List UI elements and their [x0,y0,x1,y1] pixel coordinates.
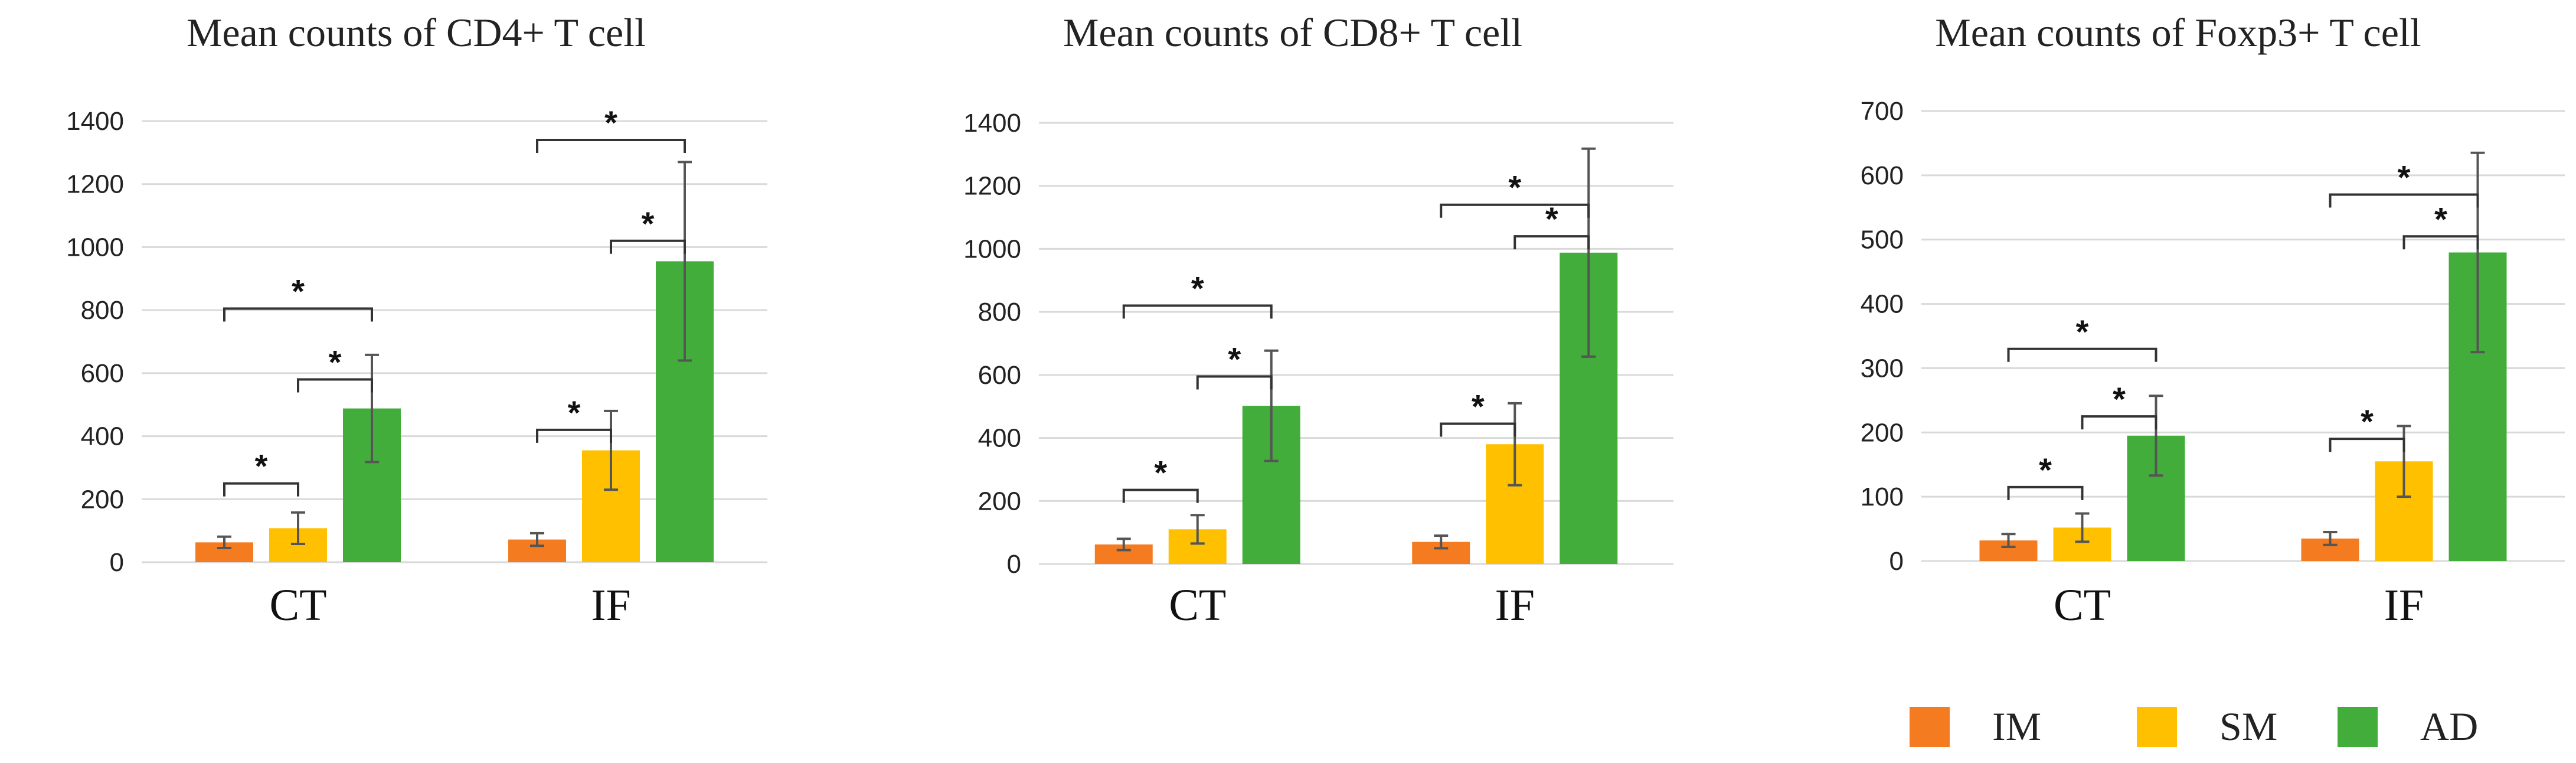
chart-title: Mean counts of CD8+ T cell [1063,10,1522,55]
significance-bracket [536,428,612,443]
significance-label: * [1545,200,1558,237]
y-tick-label: 600 [1861,161,1904,190]
legend-label: IM [1992,704,2041,749]
y-tick-label: 1400 [963,109,1021,138]
significance-bracket [536,139,686,154]
y-tick-label: 600 [978,361,1021,390]
significance-label: * [255,448,268,485]
y-tick-label: 200 [81,485,124,514]
category-label: CT [269,581,326,630]
significance-label: * [292,272,305,309]
significance-bracket [2329,438,2405,452]
significance-bracket [1513,235,1590,250]
y-tick-label: 400 [978,424,1021,453]
significance-label: * [2398,159,2411,196]
chart-cd4: Mean counts of CD4+ T cell 0 200 400 600 800 1… [66,10,767,630]
significance-label: * [604,104,617,141]
y-tick-label: 0 [1889,547,1904,576]
significance-bracket [1122,304,1273,319]
significance-label: * [2113,380,2126,418]
significance-bracket [223,482,299,497]
y-tick-label: 200 [978,487,1021,516]
legend-label: AD [2420,704,2478,749]
significance-bracket [2081,415,2157,430]
category-label: IF [591,581,631,630]
significance-bracket [1440,422,1516,437]
y-tick-label: 400 [81,422,124,451]
y-tick-label: 1400 [66,107,124,136]
significance-label: * [1191,269,1204,306]
y-tick-label: 100 [1861,482,1904,511]
significance-bracket [223,307,373,322]
legend-swatch-im [1910,707,1950,747]
significance-bracket [1440,203,1590,218]
category-label: IF [1495,581,1535,630]
significance-bracket [1196,375,1273,390]
y-tick-label: 800 [81,296,124,325]
significance-label: * [2434,200,2447,237]
y-tick-label: 1200 [66,170,124,199]
significance-bracket [2007,485,2084,500]
y-tick-label: 500 [1861,226,1904,255]
y-tick-label: 1000 [963,234,1021,263]
significance-label: * [2039,451,2052,488]
significance-label: * [642,205,655,242]
significance-label: * [2076,313,2089,350]
significance-bracket [2329,193,2479,208]
chart-cd8: Mean counts of CD8+ T cell 0 200 400 600 800 1… [963,10,1673,630]
y-tick-label: 400 [1861,290,1904,319]
significance-label: * [1472,388,1485,425]
category-label: CT [2054,581,2111,630]
significance-bracket [2007,347,2157,362]
chart-title: Mean counts of Foxp3+ T cell [1935,10,2421,55]
legend-label: SM [2219,704,2277,749]
y-tick-label: 1000 [66,233,124,262]
significance-label: * [329,344,342,381]
significance-bracket [1122,488,1199,503]
significance-label: * [568,394,581,431]
y-tick-label: 0 [1007,550,1021,579]
significance-bracket [297,378,373,393]
significance-bracket [610,239,686,254]
significance-label: * [2361,403,2374,440]
y-tick-label: 200 [1861,418,1904,447]
legend-swatch-sm [2137,707,2177,747]
legend: IM SM AD [1910,704,2478,749]
significance-label: * [1154,454,1167,491]
y-tick-label: 0 [110,548,124,577]
category-label: CT [1169,581,1226,630]
significance-label: * [1228,341,1241,378]
chart-title: Mean counts of CD4+ T cell [187,10,646,55]
chart-foxp3: Mean counts of Foxp3+ T cell 0 100 200 300 40… [1861,10,2565,630]
legend-swatch-ad [2338,707,2378,747]
y-tick-label: 800 [978,298,1021,327]
y-tick-label: 1200 [963,172,1021,201]
y-tick-label: 300 [1861,354,1904,383]
y-tick-label: 600 [81,359,124,388]
significance-label: * [1508,169,1521,206]
category-label: IF [2384,581,2424,630]
y-tick-label: 700 [1861,97,1904,126]
significance-bracket [2402,235,2479,250]
